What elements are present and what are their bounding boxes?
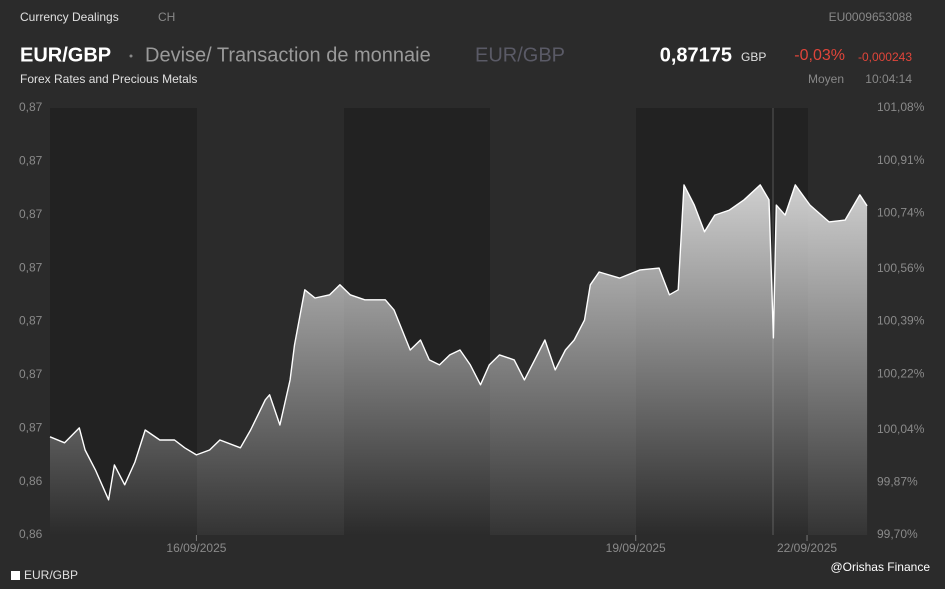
y2-tick-label: 101,08% — [877, 100, 925, 114]
pair: EUR/GBP — [20, 44, 111, 66]
y2-tick-label: 100,91% — [877, 153, 925, 167]
symbol: EUR/GBP — [475, 44, 565, 66]
x-tick-label: 16/09/2025 — [166, 541, 226, 555]
y2-tick-label: 100,39% — [877, 314, 925, 328]
description: Devise/ Transaction de monnaie — [145, 44, 431, 66]
y2-tick-label: 100,74% — [877, 205, 925, 219]
y2-tick-label: 100,04% — [877, 422, 925, 436]
separator — [129, 54, 133, 58]
y-tick-label: 0,87 — [19, 367, 43, 381]
price: 0,87175 — [660, 44, 732, 66]
quote-type: Moyen — [808, 72, 844, 86]
x-tick-label: 19/09/2025 — [606, 541, 666, 555]
country: CH — [158, 10, 175, 24]
y-tick-label: 0,87 — [19, 154, 43, 168]
credit: @Orishas Finance — [830, 560, 930, 574]
y-tick-label: 0,87 — [19, 100, 43, 114]
y-tick-label: 0,87 — [19, 314, 43, 328]
time: 10:04:14 — [865, 72, 912, 86]
y2-tick-label: 100,56% — [877, 261, 925, 275]
plot — [49, 184, 868, 535]
x-tick-label: 22/09/2025 — [777, 541, 837, 555]
currency: GBP — [741, 50, 766, 64]
y-tick-label: 0,86 — [19, 527, 43, 541]
y-tick-label: 0,87 — [19, 207, 43, 221]
y-tick-label: 0,87 — [19, 420, 43, 434]
area — [50, 184, 868, 535]
change-pct: -0,03% — [794, 47, 845, 64]
change-abs: -0,000243 — [858, 50, 912, 64]
y2-tick-label: 99,70% — [877, 527, 918, 541]
legend-swatch — [11, 571, 20, 580]
y-tick-label: 0,87 — [19, 260, 43, 274]
y2-tick-label: 100,22% — [877, 366, 925, 380]
category: Forex Rates and Precious Metals — [20, 72, 197, 86]
isin: EU0009653088 — [829, 10, 913, 24]
y-tick-label: 0,86 — [19, 474, 43, 488]
section: Currency Dealings — [20, 10, 119, 24]
y2-tick-label: 99,87% — [877, 475, 918, 489]
line — [49, 184, 868, 501]
legend-label: EUR/GBP — [24, 568, 78, 582]
